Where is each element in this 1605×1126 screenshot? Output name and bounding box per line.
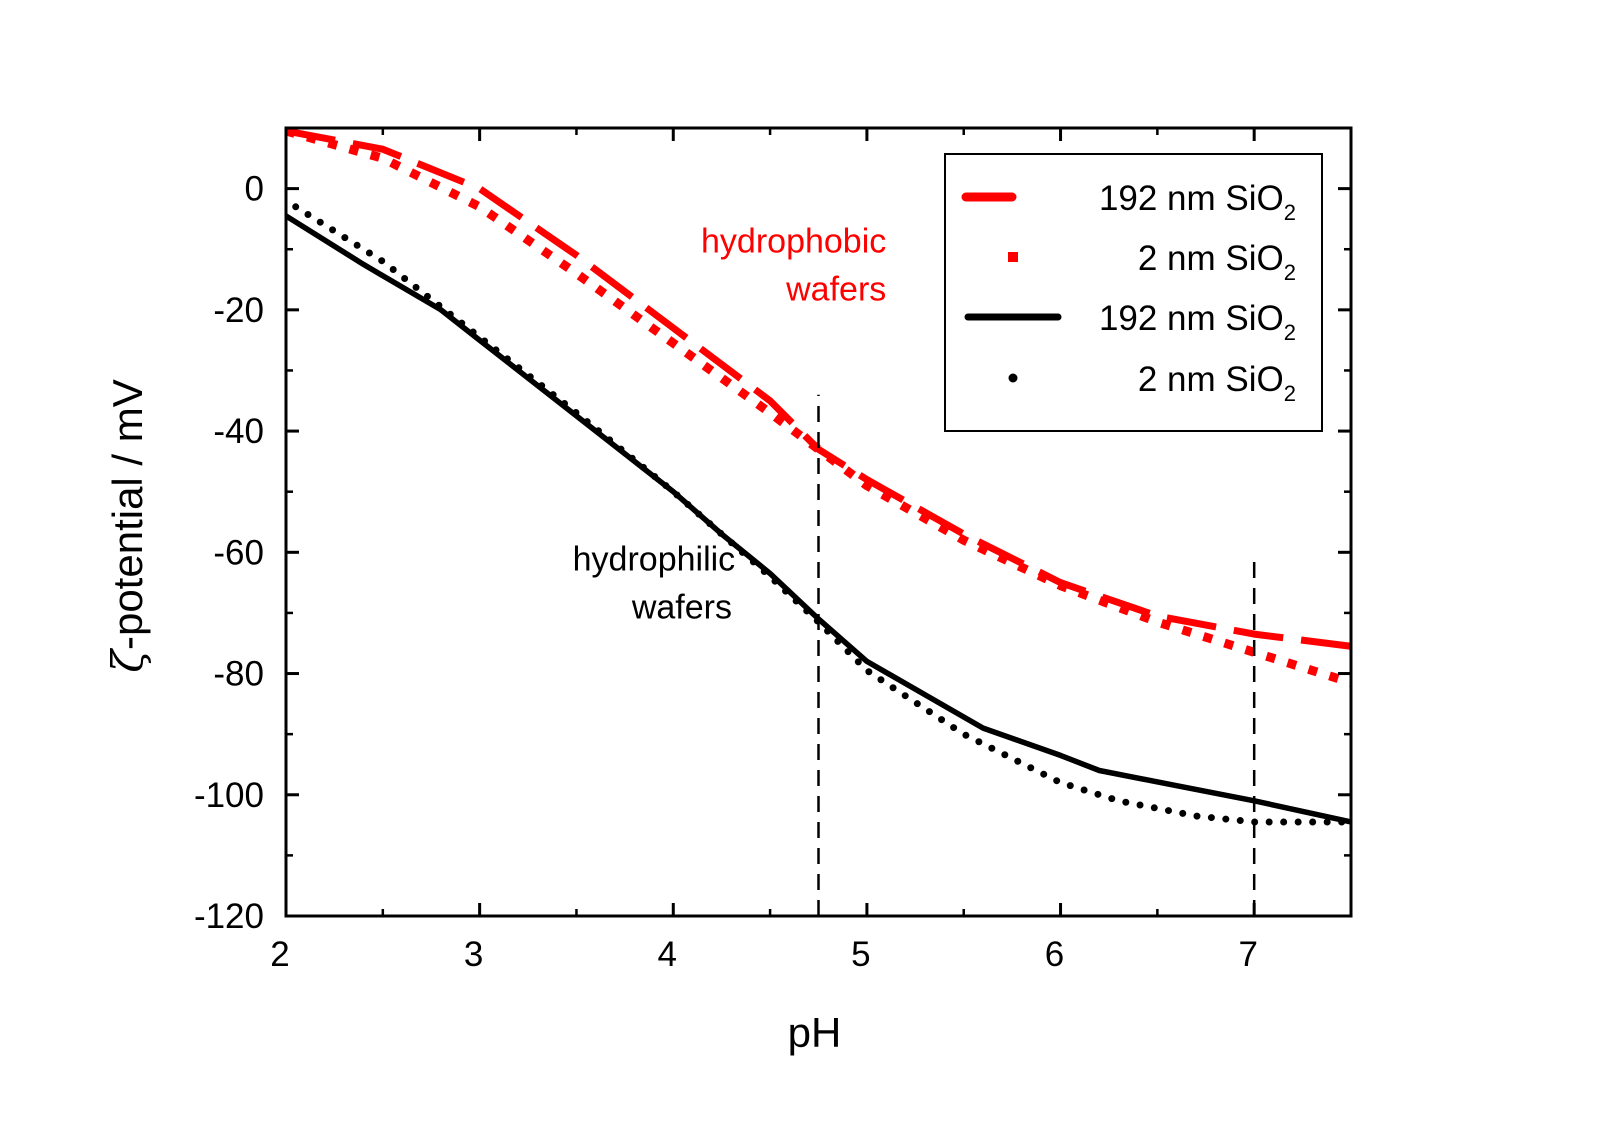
plot-frame [284,126,1353,918]
series-line-4 [292,203,1351,826]
x-tick-label: 6 [1045,935,1064,974]
legend-label-text: 2 nm SiO [1138,239,1284,278]
legend-label-subscript: 2 [1284,320,1296,345]
y-tick-label: -80 [213,655,264,694]
annotation-hydrophobic-line: hydrophobic [701,222,886,260]
y-tick-label: -100 [194,776,264,815]
x-axis-title: pH [788,1009,842,1056]
y-tick-label: -20 [213,291,264,330]
legend-label-subscript: 2 [1284,260,1296,285]
legend-label-3: 192 nm SiO2 [1099,299,1296,345]
x-tick-label: 2 [270,935,289,974]
annotation-hydrophilic-line: wafers [631,588,732,626]
y-axis-title: ζ-potential / mV [103,379,152,673]
legend-sample-dot [1008,373,1018,383]
tick-label-layer: 2 3 4 5 6 7 0 -20 -40 -60 -80 -100 -120 [194,170,1258,974]
y-tick-label: -60 [213,533,264,572]
tick-layer [284,126,1351,918]
vline-layer [817,394,1256,916]
y-axis-title-text: -potential / mV [104,379,151,650]
x-tick-label: 5 [851,935,870,974]
legend-label-text: 192 nm SiO [1099,179,1284,218]
legend-label-text: 192 nm SiO [1099,299,1284,338]
legend-label-subscript: 2 [1284,200,1296,225]
annotation-hydrophobic-line: wafers [785,270,886,308]
legend-sample-square [1008,252,1018,262]
legend-label-2: 2 nm SiO2 [1138,239,1296,285]
annotation-hydrophilic-line: hydrophilic [573,540,736,578]
legend-label-1: 192 nm SiO2 [1099,179,1296,225]
y-axis-title-symbol: ζ [103,648,152,673]
x-tick-label: 3 [464,935,483,974]
legend-label-4: 2 nm SiO2 [1138,360,1296,406]
y-tick-label: -120 [194,897,264,936]
annotation-layer: hydrophobic wafers hydrophilic wafers [573,222,887,626]
x-tick-label: 4 [658,935,677,974]
legend-label-text: 2 nm SiO [1138,360,1284,399]
series-line-1 [286,128,1351,650]
legend-label-subscript: 2 [1284,381,1296,406]
y-tick-label: -40 [213,412,264,451]
y-tick-label: 0 [245,170,264,209]
x-tick-label: 7 [1238,935,1257,974]
